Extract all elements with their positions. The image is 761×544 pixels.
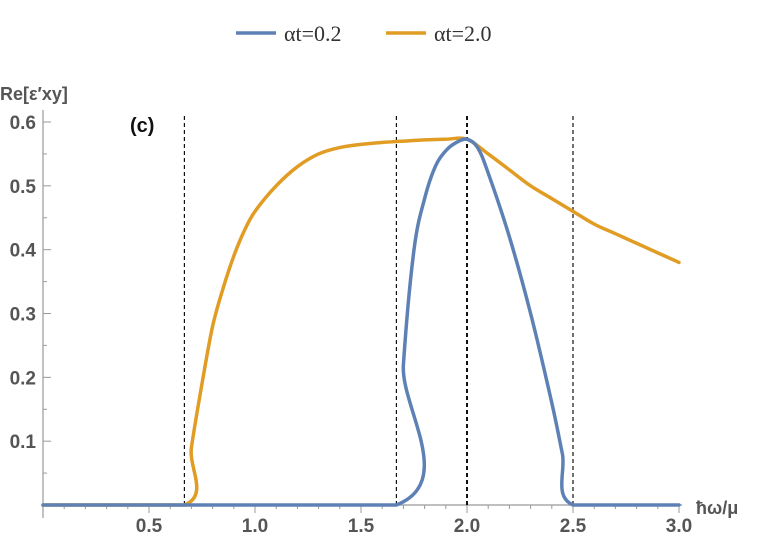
x-tick-label: 3.0	[666, 516, 692, 537]
vertical-dashed-lines	[183, 116, 574, 505]
series-lines	[41, 136, 681, 507]
x-tick-label: 0.5	[136, 516, 163, 537]
x-ticks: 0.5 1.0 1.5 2.0 2.5 3.0	[42, 505, 692, 537]
series-line-0	[41, 137, 681, 507]
y-tick-label: 0.1	[10, 432, 37, 453]
series-line-1	[41, 136, 681, 507]
x-tick-label: 2.0	[454, 516, 480, 537]
x-tick-label: 1.0	[242, 516, 268, 537]
panel-label: (c)	[130, 115, 154, 137]
y-tick-label: 0.2	[10, 368, 36, 389]
x-tick-label: 1.5	[348, 516, 375, 537]
y-tick-label: 0.3	[10, 305, 36, 326]
legend-label-series-1: αt=2.0	[434, 21, 492, 46]
y-tick-label: 0.6	[10, 113, 36, 134]
y-axis-label: Re[ε′xy]	[0, 84, 68, 104]
legend: αt=0.2 αt=2.0	[236, 21, 492, 46]
y-tick-label: 0.5	[10, 177, 37, 198]
legend-label-series-0: αt=0.2	[284, 21, 342, 46]
y-tick-label: 0.4	[10, 241, 37, 262]
x-tick-label: 2.5	[560, 516, 587, 537]
x-axis-label: ħω/μ	[696, 498, 738, 518]
y-ticks: 0.1 0.2 0.3 0.4 0.5 0.6	[10, 113, 51, 474]
